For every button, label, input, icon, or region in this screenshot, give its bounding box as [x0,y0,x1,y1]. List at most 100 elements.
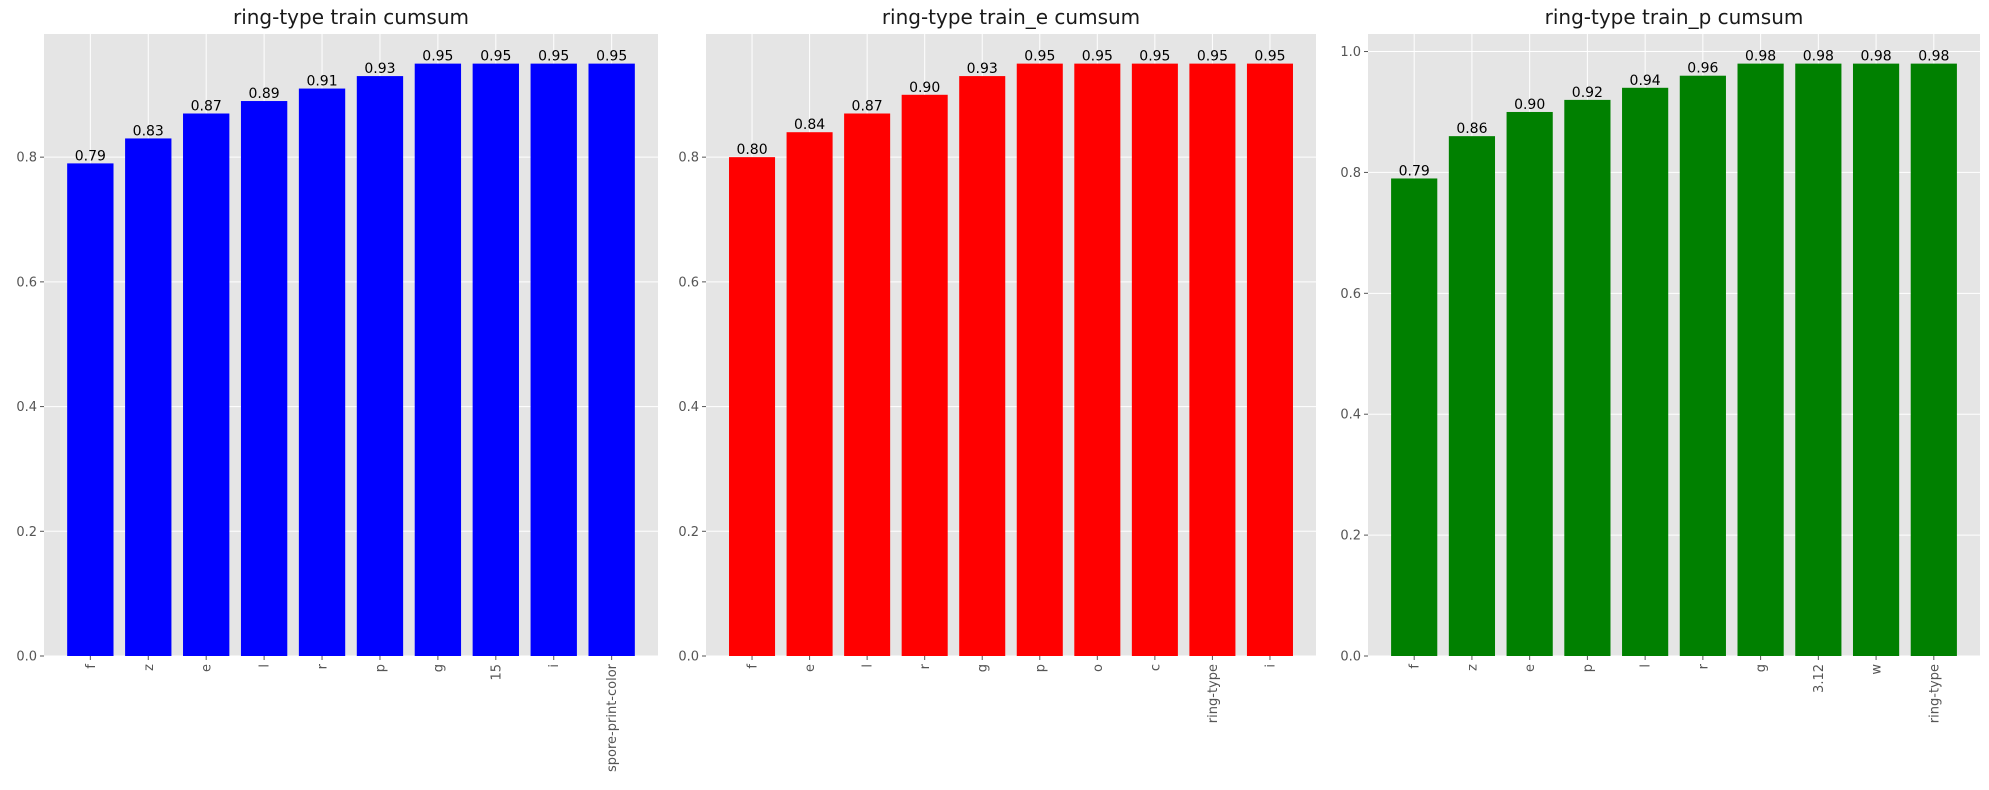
bar-value-label: 0.91 [306,74,337,90]
bar-value-label: 0.93 [967,61,998,77]
bar-l [1622,87,1669,657]
bar-value-label: 0.79 [75,148,106,164]
x-tick-label: i [547,664,562,668]
y-tick-label: 0.6 [16,275,37,290]
bar-value-label: 0.90 [909,80,940,96]
chart-panel-1: 0.0 0.2 0.4 0.6 0.8 0.79 f 0.83 z 0.87 e 0.89 l 0.91 r… [16,5,658,772]
bar-value-label: 0.92 [1572,85,1603,101]
bar-value-label: 0.95 [1139,49,1170,65]
y-tick-label: 0.8 [16,151,37,166]
chart-title: ring-type train_p cumsum [1545,5,1804,29]
x-tick-label: 3.12 [1812,664,1827,693]
x-tick-label: p [373,664,388,672]
bar-value-label: 0.95 [596,49,627,65]
x-tick-label: l [861,664,876,668]
x-tick-label: z [1465,664,1480,671]
chart-title: ring-type train cumsum [233,5,469,29]
bar-value-label: 0.95 [422,49,453,65]
y-tick-label: 0.0 [678,650,699,665]
x-tick-label: ring-type [1927,664,1942,723]
x-tick-label: p [1581,664,1596,672]
bar-r [901,94,948,656]
bar-value-label: 0.96 [1687,61,1718,77]
bar-g [1737,63,1784,657]
x-tick-label: l [258,664,273,668]
x-tick-label: ring-type [1206,664,1221,723]
bar-value-label: 0.83 [133,123,164,139]
x-tick-label: g [976,664,991,672]
bar-value-label: 0.95 [1082,49,1113,65]
x-tick-label: w [1870,664,1885,675]
y-tick-label: 0.0 [1340,650,1361,665]
y-tick-label: 0.4 [678,400,699,415]
bar-c [1131,63,1178,657]
chart-title: ring-type train_e cumsum [882,5,1140,29]
bar-ring-type [1910,63,1957,657]
bar-z [1448,136,1496,656]
y-tick-label: 0.4 [16,400,37,415]
bar-value-label: 0.98 [1918,49,1949,65]
bar-e [183,113,230,656]
x-tick-label: f [84,664,99,669]
y-tick-label: 0.8 [1340,166,1361,181]
bar-value-label: 0.95 [1254,49,1285,65]
y-tick-label: 0.4 [1340,408,1361,423]
bar-value-label: 0.86 [1456,121,1487,137]
bar-value-label: 0.95 [1197,49,1228,65]
bar-r [298,88,346,656]
x-tick-label: e [1523,664,1538,672]
x-tick-label: e [200,664,215,672]
bar-value-label: 0.93 [364,61,395,77]
bar-p [1564,99,1611,656]
y-tick-label: 0.2 [1340,529,1361,544]
bar-value-label: 0.79 [1399,163,1430,179]
bar-f [67,163,114,656]
x-tick-label: 15 [489,664,504,681]
bar-value-label: 0.98 [1860,49,1891,65]
bar-r [1679,75,1726,657]
x-tick-label: f [1408,664,1423,669]
bar-l [844,113,891,656]
bar-value-label: 0.90 [1514,97,1545,113]
bar-p [1016,63,1063,657]
x-tick-label: r [918,663,933,669]
x-tick-label: r [316,663,331,669]
x-tick-label: l [1639,664,1654,668]
bar-z [125,138,172,657]
x-tick-label: i [1263,664,1278,668]
x-tick-label: f [746,664,761,669]
bar-g [959,76,1006,657]
y-tick-label: 0.2 [16,525,37,540]
y-tick-label: 0.8 [678,151,699,166]
bar-f [729,157,776,656]
x-tick-label: p [1033,664,1048,672]
bar-3.12 [1795,63,1842,657]
bar-spore-print-color [588,63,635,657]
bar-i [530,63,577,657]
bar-value-label: 0.87 [191,99,222,115]
x-tick-label: g [1754,664,1769,672]
bar-value-label: 0.94 [1630,73,1661,89]
bar-15 [472,63,519,657]
x-tick-label: r [1696,663,1711,669]
x-tick-label: c [1148,664,1163,671]
chart-panel-3: 0.0 0.2 0.4 0.6 0.8 1.0 0.79 f 0.86 z 0.90 e 0.92 p 0.… [1340,5,1980,723]
x-tick-label: spore-print-color [605,663,620,772]
bar-value-label: 0.98 [1803,49,1834,65]
x-tick-label: z [142,664,157,671]
bar-value-label: 0.95 [1024,49,1055,65]
bar-i [1246,63,1293,657]
y-tick-label: 0.0 [16,650,37,665]
bar-value-label: 0.95 [480,49,511,65]
y-tick-label: 0.2 [678,525,699,540]
x-tick-label: g [431,664,446,672]
bar-w [1852,63,1900,657]
bar-p [356,76,404,657]
x-tick-label: e [803,664,818,672]
bar-e [1506,111,1553,656]
y-tick-label: 0.6 [1340,287,1361,302]
bar-l [240,101,288,656]
bar-o [1074,63,1121,657]
chart-panel-2: 0.0 0.2 0.4 0.6 0.8 0.80 f 0.84 e 0.87 l 0.90 r 0.93 g… [678,5,1316,723]
bar-value-label: 0.87 [852,99,883,115]
